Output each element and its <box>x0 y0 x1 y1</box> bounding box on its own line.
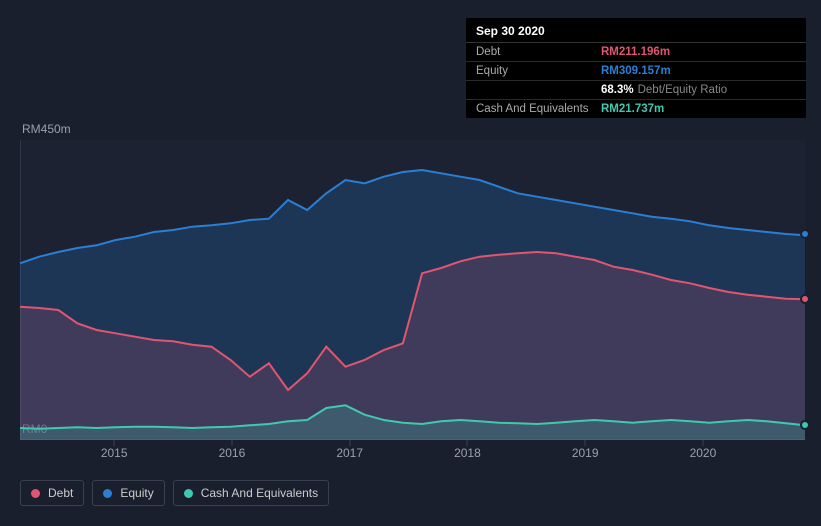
tooltip-row-label: Cash And Equivalents <box>476 103 601 115</box>
tooltip-row-value: 68.3%Debt/Equity Ratio <box>601 84 727 96</box>
legend-dot-icon <box>31 489 40 498</box>
chart-svg <box>20 140 805 440</box>
y-axis-max-label: RM450m <box>22 122 71 136</box>
tooltip-row-value: RM211.196m <box>601 46 670 58</box>
series-end-marker <box>800 420 810 430</box>
chart-tooltip: Sep 30 2020 DebtRM211.196mEquityRM309.15… <box>466 18 806 118</box>
legend-dot-icon <box>103 489 112 498</box>
series-end-marker <box>800 294 810 304</box>
x-tick-label: 2019 <box>572 446 599 460</box>
series-end-marker <box>800 229 810 239</box>
x-tick-label: 2017 <box>336 446 363 460</box>
legend-dot-icon <box>184 489 193 498</box>
tooltip-row-label: Debt <box>476 46 601 58</box>
tooltip-row-value: RM309.157m <box>601 65 671 77</box>
tooltip-row-label <box>476 84 601 96</box>
legend-item[interactable]: Equity <box>92 480 164 506</box>
tooltip-row-sublabel: Debt/Equity Ratio <box>638 84 728 96</box>
x-tick-label: 2020 <box>690 446 717 460</box>
chart-legend: Debt Equity Cash And Equivalents <box>20 480 329 506</box>
tooltip-row-value: RM21.737m <box>601 103 664 115</box>
x-tick-label: 2015 <box>101 446 128 460</box>
x-tick-label: 2016 <box>219 446 246 460</box>
legend-item[interactable]: Cash And Equivalents <box>173 480 329 506</box>
tooltip-row-label: Equity <box>476 65 601 77</box>
tooltip-row: 68.3%Debt/Equity Ratio <box>466 81 806 100</box>
legend-label: Equity <box>120 486 153 500</box>
tooltip-date: Sep 30 2020 <box>466 18 806 43</box>
x-tick-label: 2018 <box>454 446 481 460</box>
tooltip-row: Cash And EquivalentsRM21.737m <box>466 100 806 118</box>
legend-label: Debt <box>48 486 73 500</box>
legend-item[interactable]: Debt <box>20 480 84 506</box>
legend-label: Cash And Equivalents <box>201 486 318 500</box>
tooltip-row: EquityRM309.157m <box>466 62 806 81</box>
tooltip-row: DebtRM211.196m <box>466 43 806 62</box>
